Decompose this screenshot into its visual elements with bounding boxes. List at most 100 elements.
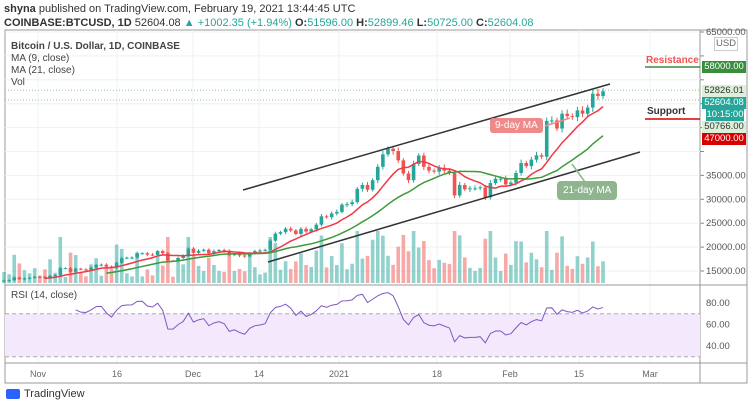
volume-bar (591, 241, 595, 283)
candle-body (283, 228, 288, 233)
candle-body (488, 183, 493, 198)
candle-body (524, 162, 529, 167)
volume-bar (242, 271, 247, 283)
volume-bar (381, 235, 385, 283)
volume-bar (191, 254, 196, 283)
channel-lower-line (267, 151, 641, 263)
volume-bar (32, 268, 37, 283)
candle-body (565, 113, 569, 117)
candle-body (447, 170, 452, 174)
volume-bar (401, 234, 406, 283)
candle-body (119, 258, 124, 263)
volume-bar (580, 263, 585, 283)
candle-body (478, 187, 482, 189)
candle-body (130, 257, 134, 259)
annotation-9day-ma: 9-day MA (490, 118, 543, 133)
time-tick-label: Mar (642, 369, 658, 379)
support-label: Support (647, 106, 686, 117)
candle-body (432, 170, 436, 172)
tradingview-logo[interactable]: TradingView (6, 388, 85, 400)
candle-body (360, 184, 365, 189)
candle-body (43, 276, 47, 278)
volume-bar (94, 258, 98, 283)
volume-bar (478, 267, 482, 283)
candle-body (350, 202, 354, 205)
volume-bar (58, 237, 63, 283)
candle-body (391, 148, 395, 152)
volume-bar (160, 265, 165, 283)
ma21-arrow (571, 163, 586, 183)
candle-body (457, 184, 462, 196)
volume-bar (171, 276, 175, 283)
volume-bar (89, 264, 93, 283)
candle-body (145, 253, 150, 255)
candle-body (529, 159, 534, 167)
volume-bar (493, 257, 498, 283)
volume-bar (544, 231, 549, 283)
candle-body (570, 116, 575, 118)
time-tick-label: Dec (185, 369, 202, 379)
volume-bar (355, 231, 360, 283)
price-tick-label: 25000.00 (706, 218, 746, 229)
candle-body (601, 91, 605, 97)
volume-bar (416, 247, 421, 283)
volume-bar (232, 270, 237, 283)
volume-bar (473, 271, 477, 283)
volume-bar (17, 263, 22, 283)
volume-bar (596, 266, 600, 283)
volume-bar (468, 267, 472, 283)
volume-bar (565, 265, 569, 283)
candle-body (258, 250, 262, 252)
time-tick-label: 16 (112, 369, 122, 379)
low-price-label: 50766.00 (702, 121, 746, 133)
candle-body (473, 188, 477, 190)
legend-ma9: MA (9, close) (11, 53, 70, 64)
candle-body (493, 178, 498, 184)
volume-bar (304, 265, 308, 283)
rsi-tick-label: 40.00 (706, 341, 730, 352)
volume-bar (237, 268, 242, 283)
volume-bar (503, 253, 508, 283)
volume-bar (222, 271, 226, 283)
volume-bar (155, 255, 160, 283)
candle-body (427, 166, 431, 171)
legend-vol: Vol (11, 77, 25, 88)
candle-body (534, 155, 539, 160)
candle-body (411, 163, 416, 181)
volume-bar (109, 269, 114, 283)
candle-body (288, 228, 293, 231)
volume-bar (442, 262, 447, 283)
volume-bar (63, 277, 68, 283)
candle-body (191, 248, 196, 253)
candle-body (324, 216, 329, 218)
volume-bar (104, 265, 109, 283)
volume-bar (534, 259, 539, 283)
candle-body (514, 173, 518, 183)
candle-body (596, 93, 600, 97)
volume-bar (227, 254, 232, 283)
candle-body (539, 155, 544, 157)
volume-bar (335, 265, 339, 283)
candle-body (468, 188, 472, 190)
time-tick-label: 14 (254, 369, 264, 379)
candle-body (386, 148, 390, 155)
candle-body (114, 262, 119, 268)
volume-bar (181, 264, 185, 283)
candle-body (12, 277, 17, 281)
candle-body (166, 253, 170, 261)
volume-bar (278, 269, 283, 283)
candle-body (32, 276, 37, 278)
candle-body (63, 268, 68, 270)
volume-bar (411, 231, 416, 283)
rsi-tick-label: 60.00 (706, 320, 730, 331)
volume-bar (452, 231, 457, 283)
candle-body (452, 173, 457, 196)
candle-body (509, 182, 513, 185)
candle-body (585, 107, 590, 114)
candle-body (89, 267, 93, 270)
volume-bar (514, 241, 518, 283)
candle-body (304, 228, 308, 232)
legend-rsi: RSI (14, close) (11, 290, 78, 301)
